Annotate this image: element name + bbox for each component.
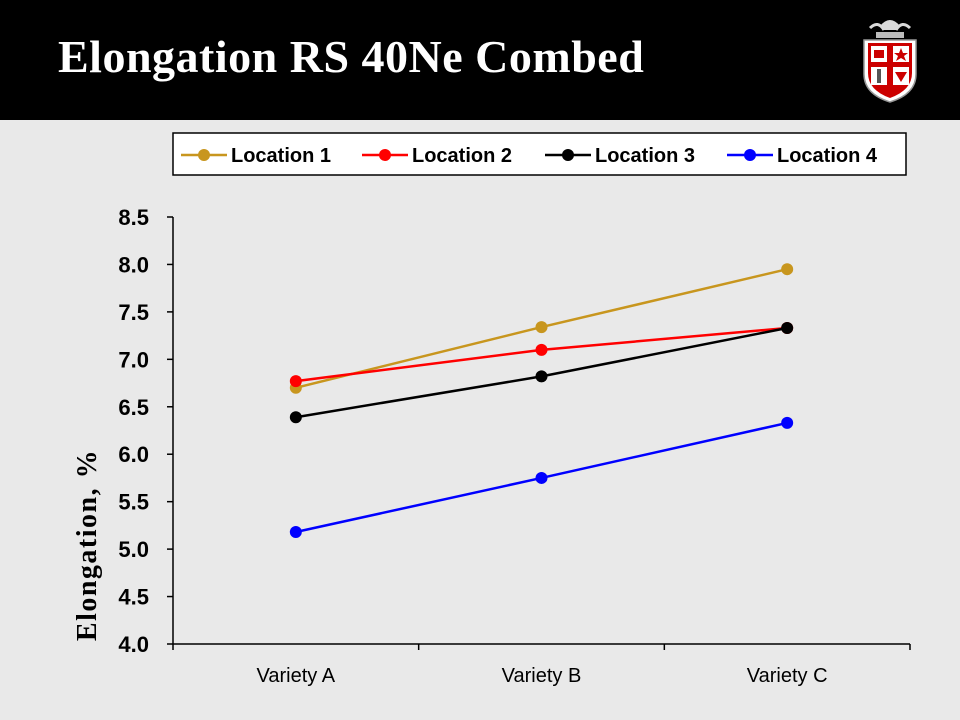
- legend-item-4: Location 4: [727, 145, 878, 167]
- legend-label: Location 2: [412, 145, 512, 167]
- y-tick-label: 7.0: [118, 347, 149, 372]
- data-point: [781, 416, 794, 429]
- legend-item-1: Location 1: [181, 145, 331, 167]
- legend-label: Location 3: [595, 145, 695, 167]
- axes: 4.0 4.5 5.0 5.5 6.0 6.5 7.0 7.5 8.0 8.5 Variety A V…: [118, 205, 911, 687]
- data-point: [781, 263, 794, 276]
- data-point: [535, 321, 548, 334]
- data-point: [289, 411, 302, 424]
- legend-item-3: Location 3: [545, 145, 695, 167]
- y-tick-label: 7.5: [118, 300, 149, 325]
- legend-label: Location 4: [777, 145, 878, 167]
- x-category-label: Variety C: [747, 665, 828, 687]
- data-point: [535, 471, 548, 484]
- legend: Location 1 Location 2 Location 3 Location 4: [172, 132, 907, 176]
- series-4: [289, 416, 794, 539]
- title-bar: Elongation RS 40Ne Combed: [0, 0, 960, 120]
- data-point: [289, 375, 302, 388]
- data-point: [535, 370, 548, 383]
- y-tick-label: 6.0: [118, 442, 149, 467]
- legend-box: [172, 132, 907, 176]
- series-3: [289, 322, 794, 424]
- y-tick-label: 6.5: [118, 395, 149, 420]
- legend-item-2: Location 2: [362, 145, 512, 167]
- y-tick-label: 4.0: [118, 632, 149, 657]
- legend-marker: [379, 149, 391, 161]
- legend-marker: [744, 149, 756, 161]
- university-shield-logo: [863, 20, 917, 103]
- y-tick-label: 4.5: [118, 585, 149, 610]
- x-category-label: Variety B: [502, 665, 582, 687]
- series-layer: [289, 263, 794, 539]
- data-point: [535, 343, 548, 356]
- y-tick-label: 5.5: [118, 490, 149, 515]
- data-point: [781, 322, 794, 335]
- y-tick-label: 8.5: [118, 205, 149, 230]
- legend-marker: [198, 149, 210, 161]
- y-tick-label: 8.0: [118, 252, 149, 277]
- legend-label: Location 1: [231, 145, 331, 167]
- y-tick-label: 5.0: [118, 537, 149, 562]
- y-axis-label: Elongation, %: [72, 449, 103, 641]
- x-category-label: Variety A: [257, 665, 336, 687]
- slide-title: Elongation RS 40Ne Combed: [58, 31, 645, 82]
- data-point: [289, 526, 302, 539]
- legend-marker: [562, 149, 574, 161]
- line-chart: Location 1 Location 2 Location 3 Location 4…: [72, 132, 911, 687]
